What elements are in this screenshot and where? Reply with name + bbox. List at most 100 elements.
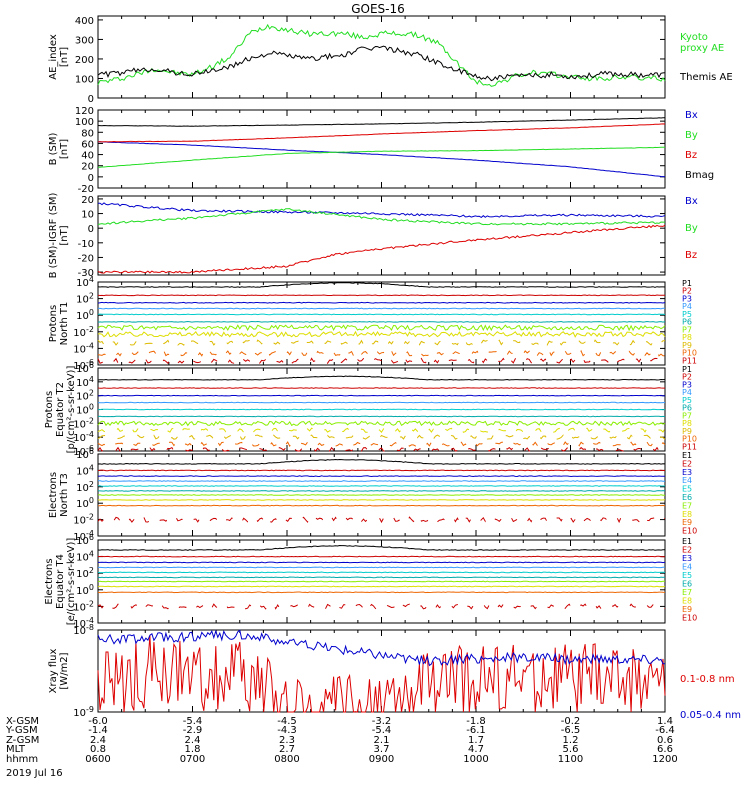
y-tick-label: 10-2 <box>73 599 94 613</box>
y-axis-label: North T1 <box>59 302 70 346</box>
series-p5 <box>97 313 666 316</box>
y-tick-label: 10-8 <box>73 623 94 637</box>
series-p11 <box>97 446 666 452</box>
legend-p4: P4 <box>682 302 692 311</box>
panel-xray: 10-8 10-9 Xray flux [W/m2] 0.1-0.8 nm 0.05-0.… <box>48 623 741 721</box>
series-p3 <box>97 394 665 397</box>
y-axis-label: [e/(cm²-s-sr-keV)] <box>66 538 77 626</box>
legend-e5: E5 <box>682 571 692 580</box>
y-tick-label: 100 <box>76 308 94 322</box>
y-axis-label: [W/m2] <box>59 652 70 689</box>
legend-p8: P8 <box>682 333 692 342</box>
series-bx <box>98 202 666 219</box>
legend-e4: E4 <box>682 476 692 485</box>
x-row-value: -3.2 <box>372 716 392 727</box>
legend-by: By <box>685 130 698 141</box>
y-tick-label: 10 <box>81 210 94 221</box>
x-row-value: 1.8 <box>185 744 201 755</box>
y-tick-label: 300 <box>75 35 94 46</box>
x-row-value: 2.7 <box>279 744 295 755</box>
series-p8 <box>97 427 666 434</box>
x-row-value: 0800 <box>274 754 299 765</box>
x-row-value: -6.4 <box>655 725 675 736</box>
legend-bz: Bz <box>685 250 697 261</box>
y-tick-label: 106 <box>76 361 94 375</box>
series-bz <box>97 224 666 274</box>
y-tick-label: 102 <box>76 566 94 580</box>
y-tick-label: 10-2 <box>73 325 94 339</box>
legend-by: By <box>685 223 698 234</box>
y-tick-label: 60 <box>81 139 94 150</box>
series-p6 <box>97 415 666 418</box>
y-tick-label: 104 <box>76 463 94 477</box>
y-tick-label: 102 <box>76 389 94 403</box>
series-p2 <box>97 387 665 389</box>
legend-e10: E10 <box>682 527 697 536</box>
legend-e6: E6 <box>682 580 692 589</box>
series-p11 <box>97 357 666 365</box>
legend-0-1-0-8-nm: 0.1-0.8 nm <box>680 674 735 685</box>
legend-p6: P6 <box>682 404 692 413</box>
x-row-value: 6.6 <box>657 744 673 755</box>
legend-p7: P7 <box>682 325 692 334</box>
series-by <box>97 146 666 168</box>
series-e10 <box>97 516 666 524</box>
x-row-value: 1100 <box>558 754 583 765</box>
legend-p6: P6 <box>682 318 692 327</box>
x-row-value: 0600 <box>85 754 110 765</box>
x-row-value: 1.4 <box>657 716 673 727</box>
x-row-value: 2.4 <box>90 735 106 746</box>
x-row-value: -1.8 <box>466 716 486 727</box>
x-row-value: -0.2 <box>561 716 581 727</box>
series-e4 <box>98 566 666 569</box>
series-e10 <box>97 603 666 610</box>
series-p3 <box>97 301 666 304</box>
series-0-05-0-4-nm <box>97 629 665 667</box>
x-row-value: -2.9 <box>183 725 203 736</box>
y-tick-label: -20 <box>78 253 94 264</box>
panel-frame <box>97 15 666 99</box>
x-row-value: 0700 <box>180 754 205 765</box>
legend-p4: P4 <box>682 388 692 397</box>
legend-p1: P1 <box>682 279 692 288</box>
x-row-value: 1000 <box>463 754 488 765</box>
series-e6 <box>97 576 666 579</box>
series-p2 <box>97 294 665 297</box>
y-tick-label: -30 <box>78 268 94 279</box>
legend-e9: E9 <box>682 518 692 527</box>
series-e1 <box>97 544 666 551</box>
series-themis-ae <box>97 45 666 82</box>
panel-electrons_t4: 106 104 102 100 10-2 10-4 Electrons Equator T4[… <box>44 533 697 630</box>
series-e2 <box>97 469 665 472</box>
x-row-label: hhmm <box>6 754 38 765</box>
series-e3 <box>98 561 666 564</box>
panel-bigrf: -30 -20 -10 0 10 20 B (SM)-IGRF (SM) [nT] Bx By Bz <box>48 193 698 280</box>
y-tick-label: 10-4 <box>73 529 94 543</box>
series-e3 <box>97 475 666 478</box>
x-row-value: 0.6 <box>657 735 673 746</box>
y-tick-label: 20 <box>81 195 94 206</box>
x-row-value: -4.5 <box>277 716 297 727</box>
y-axis-label: AE_index <box>48 34 59 80</box>
y-tick-label: 80 <box>81 128 94 139</box>
series-e2 <box>98 555 665 558</box>
legend-e7: E7 <box>682 588 692 597</box>
x-row-label: Y-GSM <box>5 725 38 736</box>
series-e8 <box>97 585 666 588</box>
series-e9 <box>97 504 666 507</box>
x-row-value: -6.1 <box>466 725 486 736</box>
x-row-value: -4.3 <box>277 725 297 736</box>
y-axis-label: Electrons <box>48 472 59 518</box>
x-row-value: 2.4 <box>185 735 201 746</box>
legend-e3: E3 <box>682 468 692 477</box>
legend-e1: E1 <box>682 451 692 460</box>
y-axis-label: [p/(cm²-s-sr-keV)] <box>66 366 77 454</box>
series-e8 <box>97 499 666 501</box>
x-row-value: 2.1 <box>374 735 390 746</box>
y-axis-label: B (SM) <box>48 132 59 165</box>
x-row-value: 4.7 <box>468 744 484 755</box>
y-tick-label: -20 <box>78 184 94 195</box>
